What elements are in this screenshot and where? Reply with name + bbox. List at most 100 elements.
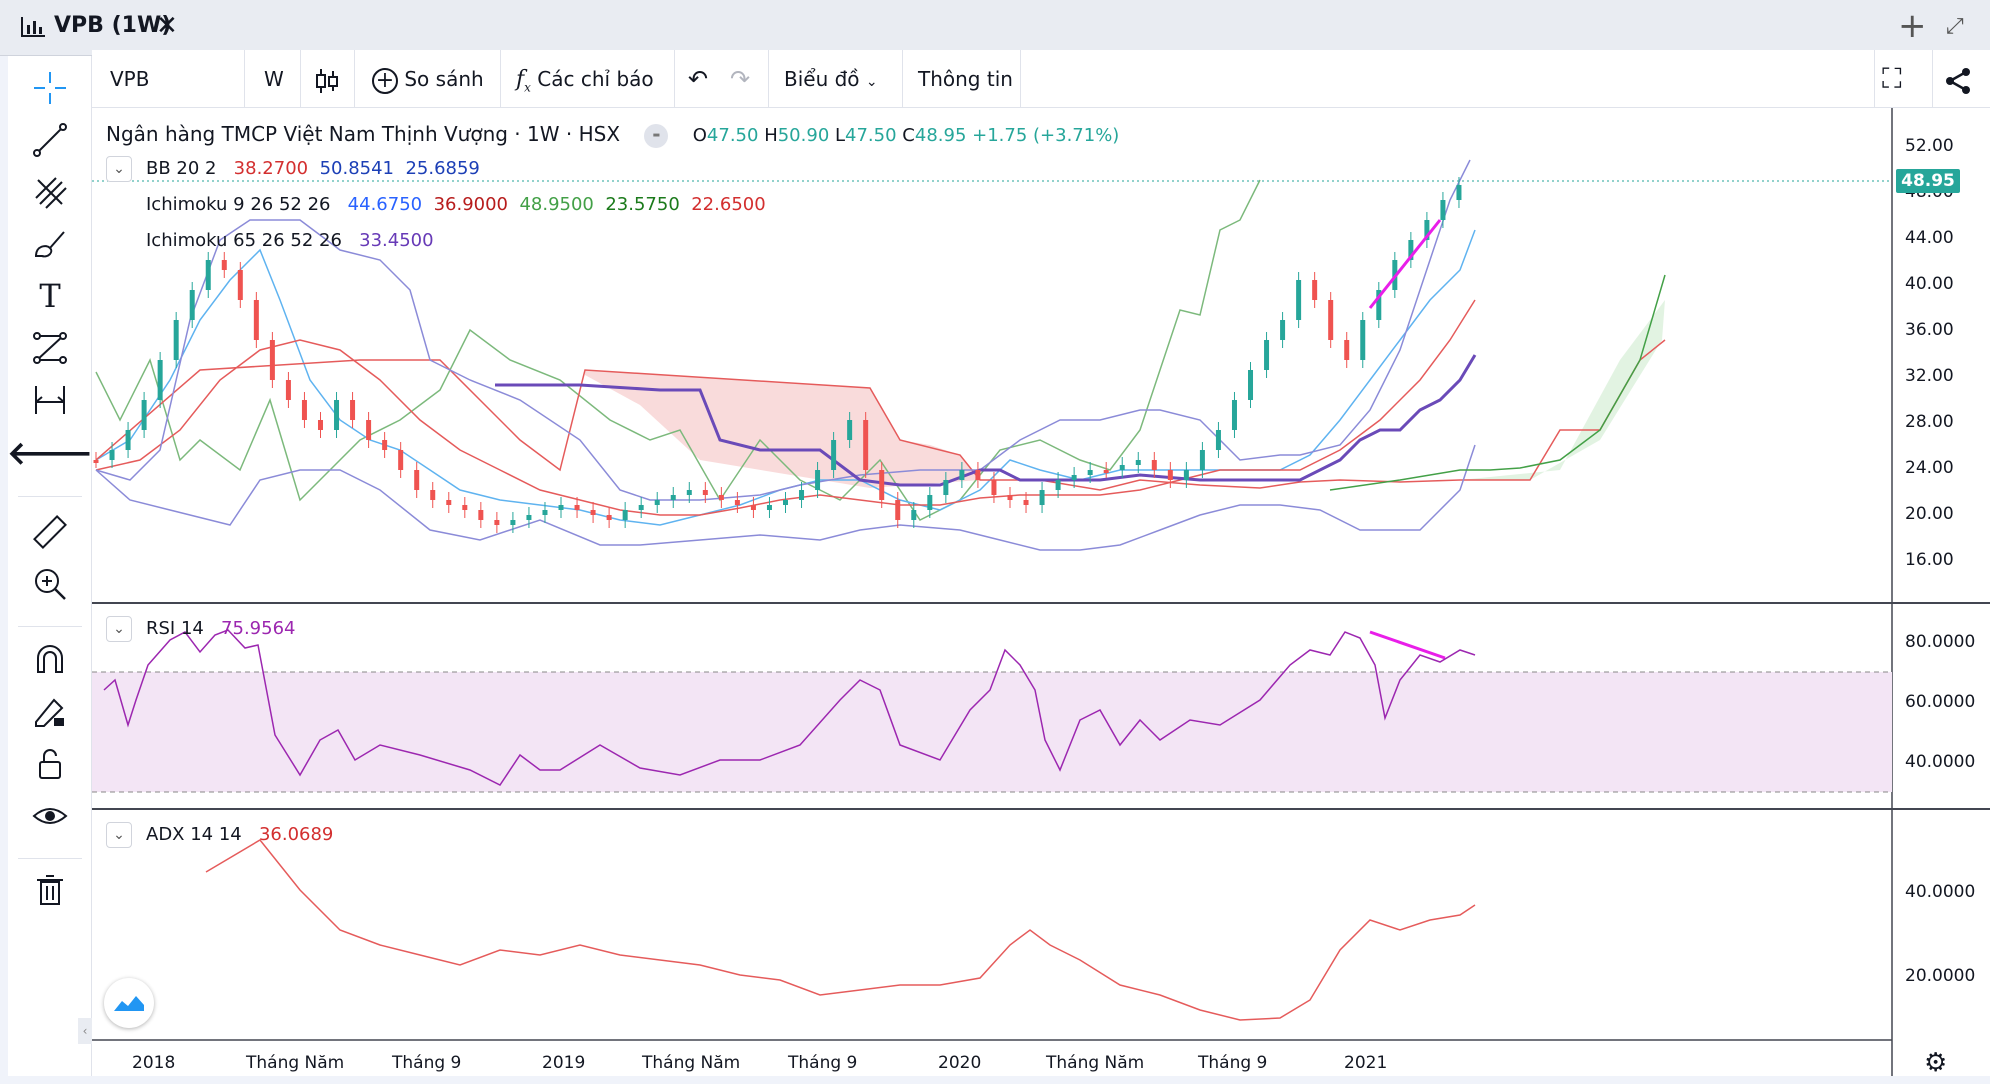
candle-body [574, 505, 580, 510]
candle-body [879, 470, 885, 500]
candle-body [414, 470, 420, 490]
candle-body [382, 440, 388, 450]
compare-label: So sánh [404, 67, 484, 91]
candle-body [1199, 450, 1205, 470]
ichimoku-lagging-line [95, 179, 1261, 521]
chart-area[interactable] [92, 108, 1990, 1076]
back-arrow-icon[interactable]: 🡐 [7, 433, 93, 472]
ichimoku-span-b-line [95, 339, 1666, 491]
adx-tick: 40.0000 [1905, 882, 1976, 902]
chart-type-label: Biểu đồ [784, 67, 860, 91]
function-icon: fx [516, 67, 531, 95]
candle-body [1328, 300, 1334, 340]
redo-icon[interactable]: ↷ [730, 65, 751, 93]
rsi-line [103, 629, 1476, 786]
eye-icon[interactable] [28, 794, 72, 838]
collapse-rsi-icon[interactable]: ⌄ [106, 616, 132, 642]
brush-icon[interactable] [28, 222, 72, 266]
candle-body [189, 290, 195, 320]
settings-gear-icon[interactable]: ⚙ [1924, 1048, 1948, 1078]
price-tick: 36.00 [1905, 320, 1954, 340]
candle-body [173, 320, 179, 360]
candle-body [1344, 340, 1350, 360]
crosshair-icon[interactable] [28, 66, 72, 110]
minus-badge-icon[interactable]: - [644, 123, 669, 148]
candle-body [1071, 475, 1077, 480]
candle-body [975, 470, 981, 480]
candle-body [285, 380, 291, 400]
candle-body [783, 500, 788, 505]
candle-style-button[interactable] [314, 50, 340, 108]
text-icon[interactable]: T [39, 277, 61, 315]
top-toolbar: VPB W + So sánh fx Các chỉ báo ↶ ↷ Biểu … [92, 50, 1990, 108]
candle-body [606, 515, 612, 520]
candle-body [446, 500, 452, 505]
candle-body [494, 520, 500, 525]
trash-icon[interactable] [28, 868, 72, 912]
tradingview-logo-icon[interactable] [104, 978, 154, 1028]
candle-body [847, 420, 853, 440]
main-legend: Ngân hàng TMCP Việt Nam Thịnh Vượng · 1W… [106, 121, 1120, 148]
candle-body [702, 490, 708, 495]
candle-body [750, 505, 756, 510]
bb-lower-line [95, 444, 1476, 551]
chevron-down-icon: ⌄ [865, 74, 878, 90]
candle-body [478, 510, 484, 520]
trend-drawing-line [1368, 219, 1442, 309]
rsi-tick: 40.0000 [1905, 752, 1976, 772]
candle-body [125, 430, 131, 450]
close-icon[interactable]: ✕ [156, 11, 178, 41]
interval-button[interactable]: W [264, 67, 284, 91]
unlock-icon[interactable] [28, 742, 72, 786]
collapse-legend-icon[interactable]: ⌄ [106, 156, 132, 182]
lock-drawing-icon[interactable] [28, 690, 72, 734]
info-button[interactable]: Thông tin [918, 67, 1013, 91]
fullscreen-icon[interactable]: ⛶ [1882, 62, 1902, 95]
measure-icon[interactable] [28, 378, 72, 422]
candle-body [1296, 280, 1302, 320]
fib-tool-icon[interactable] [28, 170, 72, 214]
candle-body [1231, 400, 1237, 430]
indicators-button[interactable]: fx Các chỉ báo [516, 50, 654, 108]
candle-body [815, 470, 821, 490]
candle-body [1264, 340, 1270, 370]
magnet-icon[interactable] [28, 638, 72, 682]
compare-button[interactable]: + So sánh [372, 50, 484, 108]
zoom-in-icon[interactable] [28, 562, 72, 606]
candle-body [141, 400, 147, 430]
candle-body [766, 505, 772, 510]
candle-body [237, 270, 243, 300]
rsi-divergence-line [1369, 630, 1446, 660]
chevron-left-icon[interactable]: ‹ [78, 1018, 92, 1044]
candle-body [911, 510, 917, 520]
candle-body [831, 440, 837, 470]
candle-body [1280, 320, 1286, 340]
adx-tick: 20.0000 [1905, 966, 1976, 986]
collapse-adx-icon[interactable]: ⌄ [106, 822, 132, 848]
expand-icon[interactable]: ⤢ [1946, 14, 1964, 39]
pattern-icon[interactable] [28, 326, 72, 370]
plus-circle-icon: + [372, 67, 398, 94]
candle-body [269, 340, 275, 380]
ruler-icon[interactable] [28, 510, 72, 554]
undo-icon[interactable]: ↶ [688, 65, 709, 93]
symbol-search-button[interactable]: VPB [110, 67, 150, 91]
cloud-red [585, 370, 980, 488]
trend-line-icon[interactable] [28, 118, 72, 162]
ichimoku-leading-line [1329, 274, 1666, 491]
candle-body [895, 500, 901, 520]
rsi-band [92, 672, 1892, 792]
candle-body [1456, 185, 1462, 200]
add-tab-icon[interactable]: + [1898, 6, 1927, 46]
rsi-legend: RSI 14 75.9564 [146, 618, 296, 639]
time-tick: 2019 [542, 1053, 586, 1073]
candle-body [205, 260, 211, 290]
candle-body [718, 495, 724, 500]
rsi-tick: 60.0000 [1905, 692, 1976, 712]
share-icon[interactable] [1944, 50, 1972, 108]
instrument-name: Ngân hàng TMCP Việt Nam Thịnh Vượng · 1W… [106, 122, 621, 146]
time-tick: Tháng 9 [1198, 1053, 1268, 1073]
chart-type-button[interactable]: Biểu đồ ⌄ [784, 50, 878, 108]
candle-body [1440, 200, 1446, 220]
